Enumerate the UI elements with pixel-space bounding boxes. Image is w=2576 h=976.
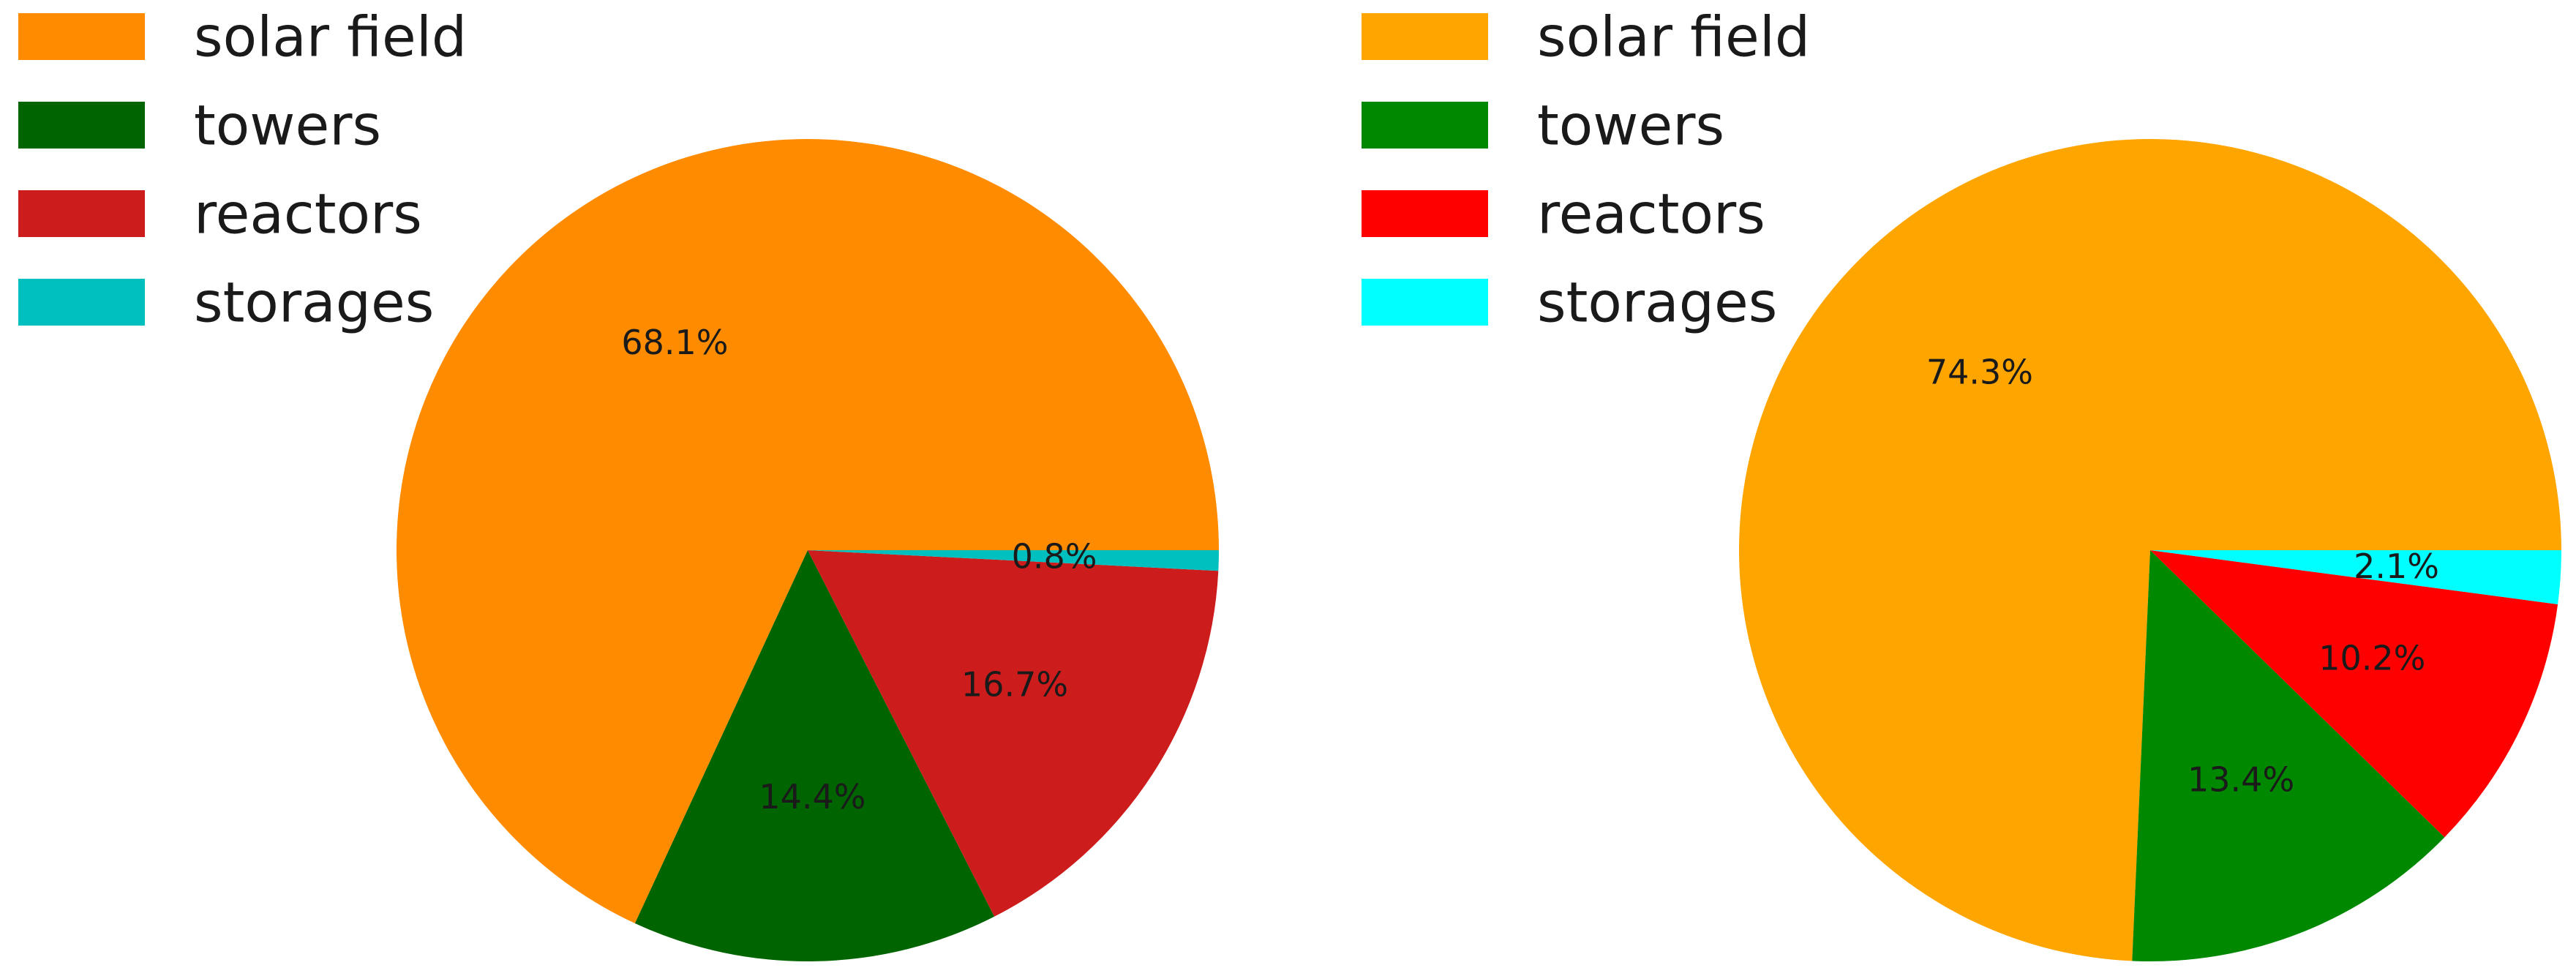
pie-chart-right: 74.3% 13.4% 10.2% 2.1% solar field towers reac…: [1362, 4, 2561, 962]
legend-swatch-storages: [1362, 279, 1488, 326]
legend: solar field towers reactors storages: [18, 4, 467, 335]
pie-slice-towers: [634, 550, 995, 962]
pie-slice-reactors: [2150, 550, 2558, 838]
pie-slice-solar-field: [396, 139, 1219, 924]
slice-label-towers: 13.4%: [2188, 760, 2294, 800]
slice-label-reactors: 16.7%: [961, 664, 1068, 704]
pie-slice-towers: [2132, 550, 2445, 962]
legend-label-reactors: reactors: [194, 181, 422, 247]
slice-label-storages: 2.1%: [2354, 547, 2439, 586]
pie-chart-left: 68.1% 14.4% 16.7% 0.8% solar field towers reac…: [18, 4, 1219, 962]
pie-slice-storages: [2150, 550, 2561, 604]
slice-label-reactors: 10.2%: [2318, 638, 2425, 677]
legend-swatch-reactors: [18, 190, 145, 237]
legend-label-storages: storages: [194, 270, 434, 335]
pie-slice-reactors: [808, 550, 1219, 917]
legend-swatch-storages: [18, 279, 145, 326]
legend-label-storages: storages: [1537, 270, 1777, 335]
legend-swatch-towers: [1362, 102, 1488, 149]
legend-swatch-solar-field: [18, 13, 145, 60]
slice-label-towers: 14.4%: [759, 777, 865, 817]
slice-label-solar-field: 74.3%: [1926, 352, 2033, 391]
legend-swatch-towers: [18, 102, 145, 149]
pie-slice-storages: [808, 550, 1219, 571]
pie-slice-solar-field: [1739, 139, 2561, 961]
legend-label-reactors: reactors: [1537, 181, 1765, 247]
slice-label-solar-field: 68.1%: [621, 323, 728, 362]
legend-label-solar-field: solar field: [194, 4, 467, 70]
legend-label-towers: towers: [1537, 93, 1724, 158]
legend-label-towers: towers: [194, 93, 381, 158]
slice-label-storages: 0.8%: [1012, 537, 1097, 577]
legend-label-solar-field: solar field: [1537, 4, 1810, 70]
legend-swatch-solar-field: [1362, 13, 1488, 60]
legend: solar field towers reactors storages: [1362, 4, 1810, 335]
legend-swatch-reactors: [1362, 190, 1488, 237]
